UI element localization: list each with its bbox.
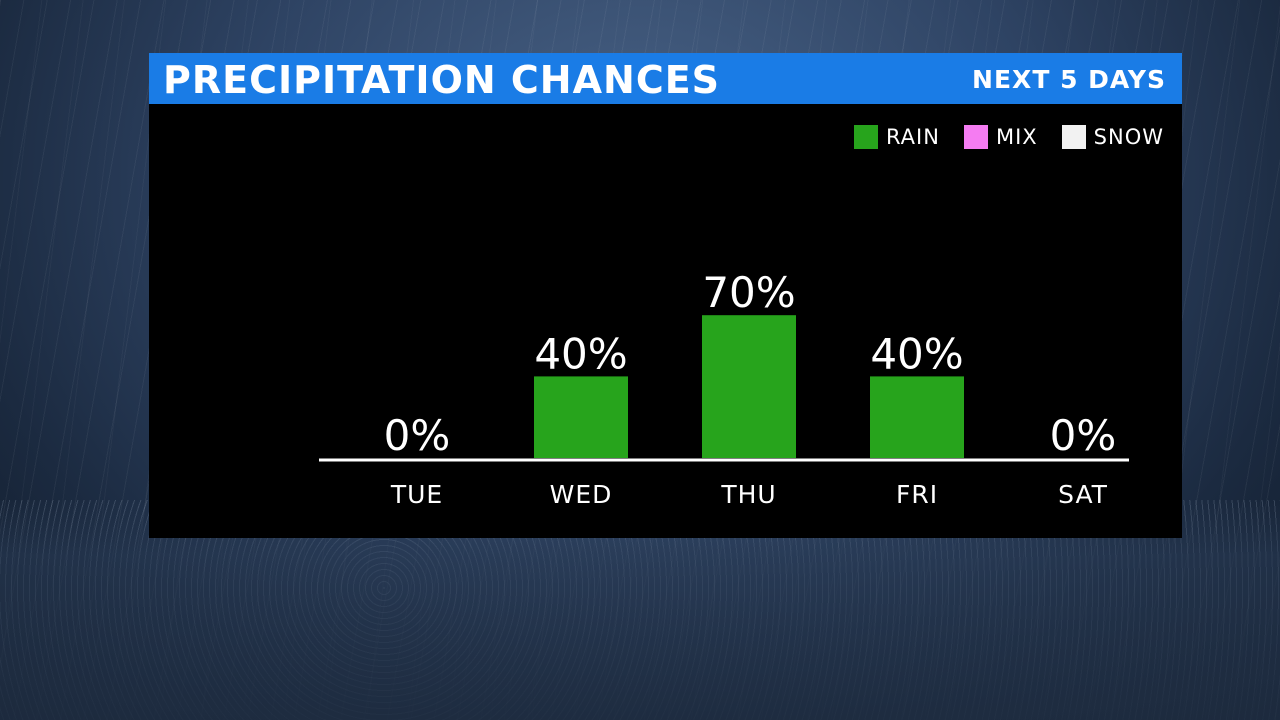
value-label-tue: 0% (384, 411, 451, 460)
legend-label-snow: SNOW (1093, 125, 1164, 149)
bar-fri (870, 376, 964, 458)
legend-swatch-mix (963, 125, 988, 149)
legend-label-mix: MIX (995, 125, 1038, 149)
legend-swatch-snow (1061, 125, 1086, 149)
legend-swatch-rain (853, 125, 878, 149)
legend: RAIN MIX SNOW (853, 123, 1164, 151)
day-label-wed: WED (550, 480, 613, 509)
day-label-sat: SAT (1058, 480, 1108, 509)
chart-panel: PRECIPITATION CHANCES NEXT 5 DAYS RAIN M… (149, 53, 1182, 538)
chart-title: PRECIPITATION CHANCES (163, 58, 721, 102)
bar-chart: 0% TUE 40% WED 70% THU 40% FRI 0% SAT (319, 268, 1129, 509)
value-label-sat: 0% (1050, 411, 1117, 460)
chart-subtitle: NEXT 5 DAYS (972, 65, 1166, 94)
legend-item-mix: MIX (963, 125, 1038, 149)
bar-thu (702, 315, 796, 458)
bar-wed (534, 376, 628, 458)
legend-item-snow: SNOW (1061, 125, 1164, 149)
value-label-fri: 40% (870, 329, 963, 378)
value-label-thu: 70% (702, 268, 795, 317)
header-bar: PRECIPITATION CHANCES NEXT 5 DAYS (149, 53, 1182, 104)
legend-item-rain: RAIN (853, 125, 940, 149)
day-label-fri: FRI (896, 480, 938, 509)
legend-label-rain: RAIN (885, 125, 940, 149)
day-label-thu: THU (720, 480, 776, 509)
value-label-wed: 40% (534, 329, 627, 378)
day-label-tue: TUE (390, 480, 443, 509)
